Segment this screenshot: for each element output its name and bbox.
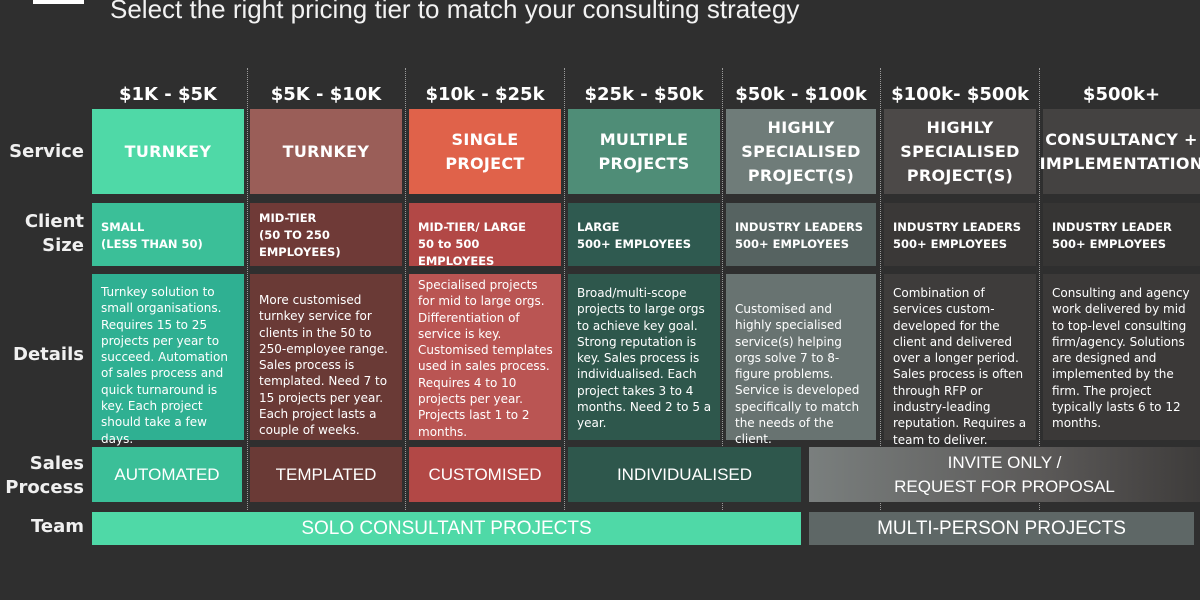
column-divider bbox=[247, 68, 248, 510]
tier-details: Consulting and agency work delivered by … bbox=[1043, 274, 1200, 440]
team-multi-person: MULTI-PERSON PROJECTS bbox=[809, 512, 1194, 545]
sales-process-customised: CUSTOMISED bbox=[409, 447, 561, 502]
sales-process-invite-only: INVITE ONLY / REQUEST FOR PROPOSAL bbox=[809, 447, 1200, 502]
tier-client-size: INDUSTRY LEADER 500+ EMPLOYEES bbox=[1043, 203, 1200, 266]
logo-bar bbox=[33, 0, 84, 4]
sales-process-automated: AUTOMATED bbox=[92, 447, 242, 502]
tier-service-label: CONSULTANCY + IMPLEMENTATION bbox=[1039, 129, 1200, 173]
tier-price: $1K - $5K bbox=[119, 84, 217, 105]
tier-details: Turnkey solution to small organisations.… bbox=[92, 274, 244, 446]
column-divider bbox=[564, 68, 565, 510]
tier-client-size: MID-TIER/ LARGE 50 to 500 EMPLOYEES bbox=[409, 203, 561, 268]
team-solo-consultant: SOLO CONSULTANT PROJECTS bbox=[92, 512, 801, 545]
tier-client-size: MID-TIER (50 TO 250 EMPLOYEES) bbox=[250, 203, 402, 266]
tier-service-label: SINGLE PROJECT bbox=[445, 129, 525, 173]
tier-service: TURNKEY bbox=[250, 109, 402, 194]
tier-details: Combination of services custom-developed… bbox=[884, 274, 1036, 447]
sales-process-templated: TEMPLATED bbox=[250, 447, 402, 502]
tier-details: More customised turnkey service for clie… bbox=[250, 274, 402, 440]
tier-price: $25k - $50k bbox=[584, 84, 704, 105]
tier-service: TURNKEY bbox=[92, 109, 244, 194]
tier-details: Specialised projects for mid to large or… bbox=[409, 274, 561, 440]
row-label-service: Service bbox=[9, 141, 84, 162]
column-divider bbox=[722, 68, 723, 510]
tier-service: MULTIPLE PROJECTS bbox=[568, 109, 720, 194]
tier-price: $10k - $25k bbox=[425, 84, 545, 105]
tier-service-label: TURNKEY bbox=[124, 141, 212, 161]
row-label-sales-process: Sales Process bbox=[5, 453, 84, 498]
tier-client-size: INDUSTRY LEADERS 500+ EMPLOYEES bbox=[884, 203, 1036, 266]
tier-details: Customised and highly specialised servic… bbox=[726, 274, 876, 446]
row-label-client-size: Client Size bbox=[24, 211, 84, 256]
tier-client-size: INDUSTRY LEADERS 500+ EMPLOYEES bbox=[726, 203, 876, 266]
tier-service: HIGHLY SPECIALISED PROJECT(S) bbox=[726, 109, 876, 194]
tier-price: $500k+ bbox=[1082, 84, 1161, 105]
sales-process-individualised: INDIVIDUALISED bbox=[568, 447, 801, 502]
tier-service-label: MULTIPLE PROJECTS bbox=[598, 129, 690, 173]
tier-service-label: HIGHLY SPECIALISED PROJECT(S) bbox=[900, 117, 1020, 185]
tier-price: $5K - $10K bbox=[270, 84, 382, 105]
tier-service-label: TURNKEY bbox=[282, 141, 370, 161]
page-title: Select the right pricing tier to match y… bbox=[110, 0, 800, 24]
tier-service: HIGHLY SPECIALISED PROJECT(S) bbox=[884, 109, 1036, 194]
tier-service: SINGLE PROJECT bbox=[409, 109, 561, 194]
tier-service: CONSULTANCY + IMPLEMENTATION bbox=[1039, 109, 1200, 194]
column-divider bbox=[1039, 68, 1040, 510]
row-label-team: Team bbox=[31, 516, 84, 537]
tier-client-size: LARGE 500+ EMPLOYEES bbox=[568, 203, 720, 266]
tier-details: Broad/multi-scope projects to large orgs… bbox=[568, 274, 720, 440]
tier-price: $50k - $100k bbox=[735, 84, 867, 105]
tier-client-size: SMALL (LESS THAN 50) bbox=[92, 203, 244, 266]
column-divider bbox=[880, 68, 881, 510]
tier-service-label: HIGHLY SPECIALISED PROJECT(S) bbox=[741, 117, 861, 185]
row-label-details: Details bbox=[13, 344, 84, 365]
tier-price: $100k- $500k bbox=[891, 84, 1029, 105]
column-divider bbox=[405, 68, 406, 510]
